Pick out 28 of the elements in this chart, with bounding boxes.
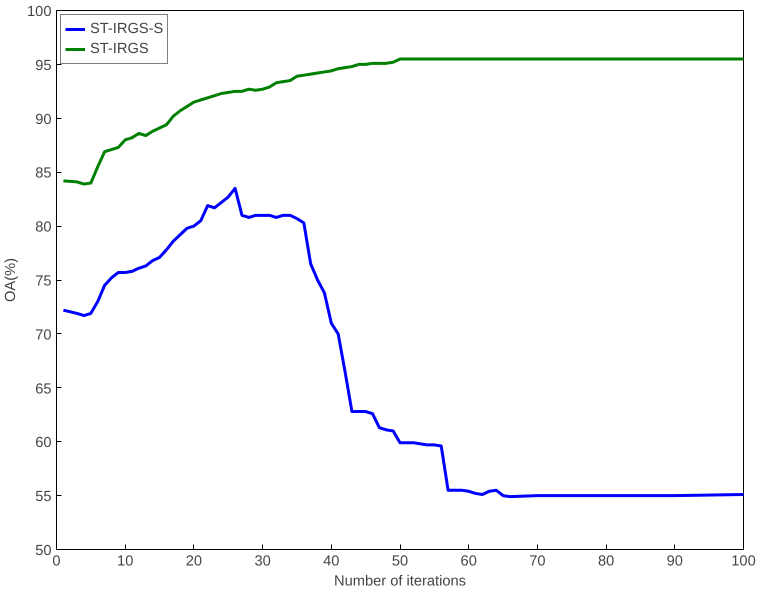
legend-label: ST-IRGS xyxy=(90,41,149,57)
x-tick-label: 90 xyxy=(666,554,683,570)
x-tick-label: 60 xyxy=(460,554,477,570)
y-tick-label: 100 xyxy=(27,4,52,20)
x-tick-label: 40 xyxy=(323,554,340,570)
x-tick-label: 70 xyxy=(529,554,546,570)
legend-label: ST-IRGS-S xyxy=(90,21,164,37)
y-tick-label: 80 xyxy=(35,220,52,236)
x-tick-label: 50 xyxy=(392,554,408,570)
y-tick-label: 65 xyxy=(35,381,52,398)
x-tick-label: 10 xyxy=(117,554,134,570)
x-tick-label: 100 xyxy=(731,554,756,570)
line-series xyxy=(62,186,744,498)
y-axis-title: OA(%) xyxy=(3,258,20,302)
y-tick-label: 75 xyxy=(35,274,52,290)
y-tick-label: 55 xyxy=(35,489,52,506)
x-tick-label: 20 xyxy=(186,554,202,570)
x-tick-label: 80 xyxy=(598,554,614,570)
x-tick-label: 30 xyxy=(254,554,271,570)
x-tick-label: 0 xyxy=(52,554,61,570)
y-tick-label: 70 xyxy=(35,327,52,344)
y-tick-label: 50 xyxy=(35,543,52,559)
y-tick-label: 95 xyxy=(35,58,52,74)
y-tick-label: 60 xyxy=(35,435,52,452)
line-series xyxy=(62,58,744,186)
y-tick-label: 90 xyxy=(35,112,52,128)
y-tick-label: 85 xyxy=(35,166,52,182)
x-axis-title: Number of iterations xyxy=(334,574,466,590)
